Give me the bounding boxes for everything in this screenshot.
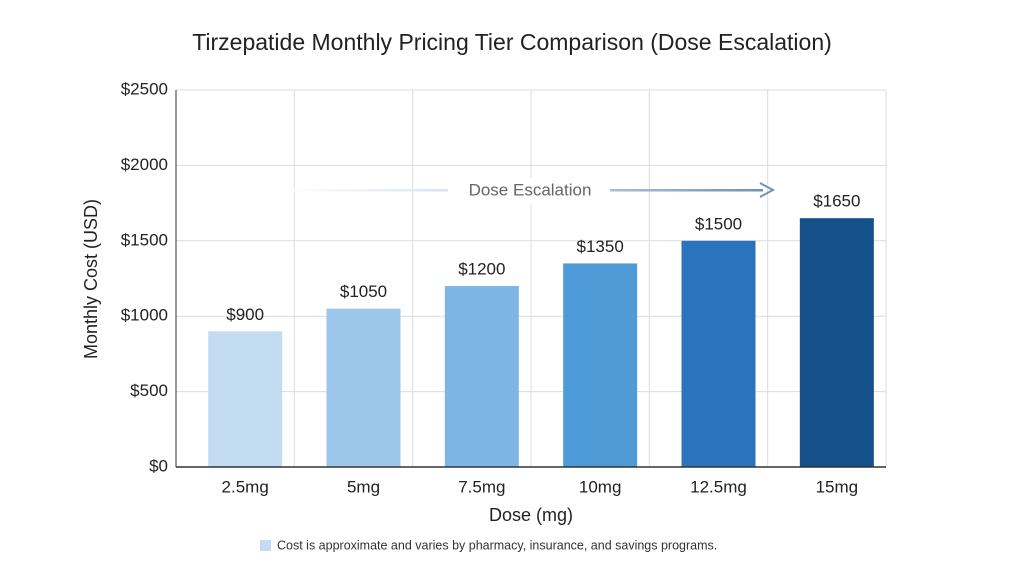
bar [563, 263, 638, 467]
annotation-text-bg [448, 178, 610, 204]
x-tick-label: 15mg [816, 477, 859, 496]
bar [444, 286, 519, 467]
y-tick-label: $2500 [121, 79, 168, 98]
chart-title: Tirzepatide Monthly Pricing Tier Compari… [192, 29, 832, 55]
y-tick-label: $0 [149, 456, 168, 475]
note-swatch [260, 540, 271, 551]
x-tick-label: 5mg [347, 477, 380, 496]
y-axis-label: Monthly Cost (USD) [81, 199, 101, 359]
y-tick-label: $2000 [121, 155, 168, 174]
value-label: $1050 [340, 282, 387, 301]
value-label: $900 [226, 305, 264, 324]
x-axis-label: Dose (mg) [489, 505, 573, 525]
value-label: $1350 [577, 237, 624, 256]
y-tick-label: $1000 [121, 306, 168, 325]
y-tick-label: $1500 [121, 230, 168, 249]
bar [799, 218, 874, 467]
bar [681, 240, 756, 467]
value-label: $1200 [458, 260, 505, 279]
value-label: $1500 [695, 214, 742, 233]
annotation-arrow-head [759, 182, 776, 198]
x-tick-label: 7.5mg [458, 477, 505, 496]
bar [208, 331, 283, 467]
note: Cost is approximate and varies by pharma… [277, 538, 717, 552]
value-label: $1650 [813, 192, 860, 211]
x-tick-label: 2.5mg [222, 477, 269, 496]
y-tick-label: $500 [130, 381, 168, 400]
annotation: Dose Escalation [469, 180, 592, 199]
x-tick-label: 12.5mg [690, 477, 747, 496]
bar [326, 308, 401, 467]
x-tick-label: 10mg [579, 477, 622, 496]
